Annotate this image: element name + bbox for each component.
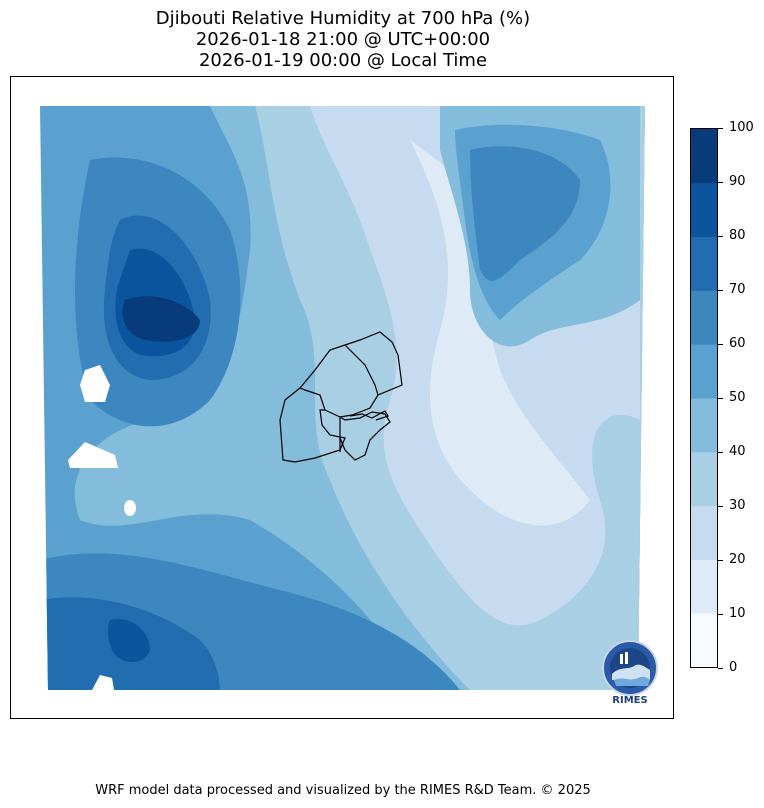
missing-data-2 xyxy=(68,442,118,468)
colorbar-tick-70: 70 xyxy=(729,282,746,297)
djibouti-borders xyxy=(279,331,403,463)
region-ali-sabieh xyxy=(339,411,391,461)
colorbar-tick-mark xyxy=(718,506,723,507)
missing-data-3 xyxy=(124,500,136,516)
chart-title: Djibouti Relative Humidity at 700 hPa (%… xyxy=(0,8,686,71)
colorbar-tick-mark xyxy=(718,614,723,615)
colorbar-tick-90: 90 xyxy=(729,174,746,189)
colorbar-band-1 xyxy=(691,559,717,614)
region-border-obock xyxy=(344,344,379,396)
credit-text: WRF model data processed and visualized … xyxy=(95,783,591,798)
colorbar-tick-60: 60 xyxy=(729,336,746,351)
colorbar-tick-mark xyxy=(718,128,723,129)
colorbar-tick-mark xyxy=(718,398,723,399)
colorbar-tick-10: 10 xyxy=(729,606,746,621)
colorbar-tick-mark xyxy=(718,236,723,237)
colorbar-tick-mark xyxy=(718,452,723,453)
colorbar-band-3 xyxy=(691,451,717,507)
contour-s-80-90 xyxy=(107,619,150,662)
missing-data-1 xyxy=(80,365,110,402)
region-dikhil xyxy=(279,387,346,463)
colorbar-tick-mark xyxy=(718,182,723,183)
title-line-2: 2026-01-18 21:00 @ UTC+00:00 xyxy=(195,29,491,50)
colorbar-band-6 xyxy=(691,290,717,345)
colorbar xyxy=(690,128,718,668)
humidity-contours xyxy=(40,106,645,690)
colorbar-tick-100: 100 xyxy=(729,120,754,135)
colorbar-tick-mark xyxy=(718,668,723,669)
missing-data-4 xyxy=(92,675,114,690)
colorbar-band-7 xyxy=(691,236,717,291)
contour-w-90-100 xyxy=(122,296,200,342)
rimes-logo-icon: RIMES xyxy=(600,640,660,706)
contour-10-20 xyxy=(410,140,590,526)
colorbar-band-9 xyxy=(691,129,717,184)
colorbar-bands xyxy=(691,129,717,667)
colorbar-tick-50: 50 xyxy=(729,390,746,405)
logo-text: RIMES xyxy=(612,695,648,706)
coast-gulf-tadjourah xyxy=(349,410,389,421)
colorbar-tick-20: 20 xyxy=(729,552,746,567)
colorbar-tick-mark xyxy=(718,344,723,345)
colorbar-tick-40: 40 xyxy=(729,444,746,459)
colorbar-tick-0: 0 xyxy=(729,660,738,675)
colorbar-band-2 xyxy=(691,505,717,560)
colorbar-band-4 xyxy=(691,398,717,453)
colorbar-tick-mark xyxy=(718,290,723,291)
colorbar-band-8 xyxy=(691,182,717,238)
colorbar-tick-30: 30 xyxy=(729,498,746,513)
contour-ne-60-70 xyxy=(470,146,580,281)
title-line-1: Djibouti Relative Humidity at 700 hPa (%… xyxy=(155,8,531,29)
colorbar-tick-mark xyxy=(718,560,723,561)
colorbar-band-5 xyxy=(691,344,717,399)
region-tadjourah-obock xyxy=(299,331,403,418)
rimes-emblem xyxy=(602,640,658,696)
colorbar-tick-80: 80 xyxy=(729,228,746,243)
title-line-3: 2026-01-19 00:00 @ Local Time xyxy=(198,50,488,71)
colorbar-band-0 xyxy=(691,613,717,667)
